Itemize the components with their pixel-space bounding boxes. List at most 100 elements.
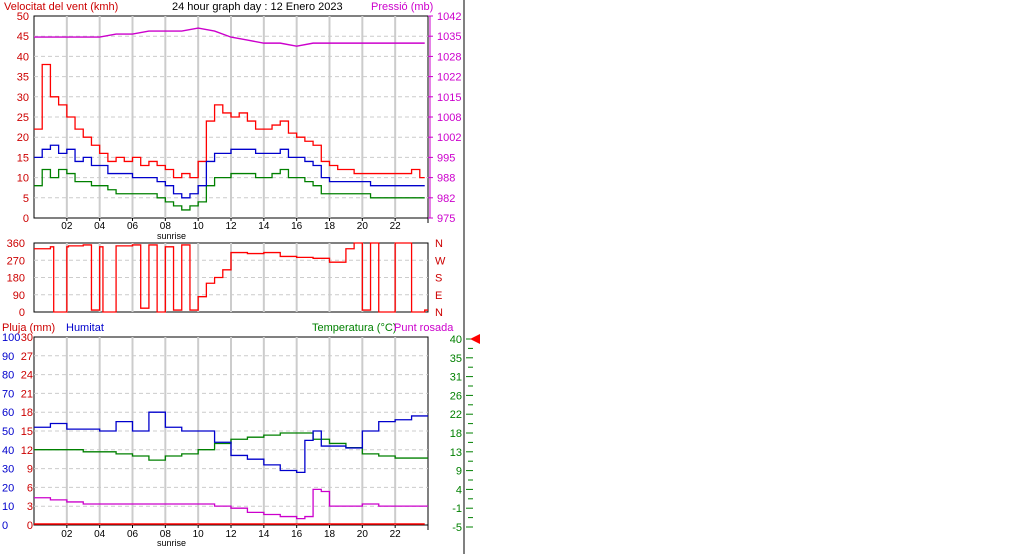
temperature-y-tick: 4 <box>456 484 462 496</box>
temp-x-tick: 22 <box>390 529 402 540</box>
direction-y-tick: 180 <box>7 273 25 285</box>
wind-x-tick: 08 <box>160 221 172 232</box>
wind-y-tick: 10 <box>17 173 29 185</box>
temp-x-tick: 14 <box>258 529 270 540</box>
wind-axis-title: Velocitat del vent (kmh) <box>4 1 118 13</box>
temperature-y-tick: 13 <box>450 447 462 459</box>
pressure-y-tick: 995 <box>437 152 455 164</box>
rain-y-tick: 3 <box>27 501 33 513</box>
temp-x-tick: 18 <box>324 529 336 540</box>
humidity-y-tick: 60 <box>2 407 14 419</box>
temperature-y-tick: 26 <box>450 390 462 402</box>
temperature-y-tick: 40 <box>450 334 462 346</box>
rain-y-tick: 18 <box>21 407 33 419</box>
pressure-y-tick: 1028 <box>437 51 461 63</box>
direction-y-tick: 270 <box>7 255 25 267</box>
temp-x-tick: 06 <box>127 529 139 540</box>
wind-x-tick: 14 <box>258 221 270 232</box>
humidity-y-tick: 70 <box>2 388 14 400</box>
wind-y-tick: 35 <box>17 72 29 84</box>
rain-y-tick: 21 <box>21 388 33 400</box>
humidity-y-tick: 0 <box>2 520 8 532</box>
wind-y-tick: 0 <box>23 213 29 225</box>
temp-x-tick: 10 <box>193 529 205 540</box>
rain-y-tick: 6 <box>27 482 33 494</box>
temperature-axis-title: Temperatura (°C) <box>312 322 396 334</box>
humidity-y-tick: 30 <box>2 464 14 476</box>
wind-x-tick: 04 <box>94 221 106 232</box>
temperature-series <box>34 432 428 461</box>
current-temperature-marker <box>470 334 480 344</box>
temp-x-tick: 04 <box>94 529 106 540</box>
pressure-y-tick: 1042 <box>437 11 461 23</box>
sunrise-label-bottom: sunrise <box>157 538 186 548</box>
rain-y-tick: 9 <box>27 464 33 476</box>
rain-y-tick: 0 <box>27 520 33 532</box>
humidity-y-tick: 80 <box>2 370 14 382</box>
wind-x-tick: 02 <box>61 221 73 232</box>
humidity-y-tick: 40 <box>2 445 14 457</box>
direction-y-tick: 0 <box>19 307 25 319</box>
wind-y-tick: 20 <box>17 132 29 144</box>
wind-panel: 02 04 06 08 10 12 14 16 18 20 22051015202530354045… <box>17 11 462 232</box>
wind-x-tick: 12 <box>225 221 237 232</box>
direction-series <box>34 242 428 313</box>
direction-compass-label: E <box>435 290 442 302</box>
humidity-y-tick: 50 <box>2 426 14 438</box>
humidity-series <box>34 411 428 474</box>
wind-y-tick: 50 <box>17 11 29 23</box>
wind-x-tick: 20 <box>357 221 369 232</box>
dewpoint-series <box>34 488 428 520</box>
wind-avg-series <box>34 144 425 199</box>
pressure-y-tick: 1035 <box>437 31 461 43</box>
wind-y-tick: 25 <box>17 112 29 124</box>
pressure-y-tick: 1022 <box>437 72 461 84</box>
humidity-axis-title: Humitat <box>66 322 104 334</box>
wind-y-tick: 5 <box>23 193 29 205</box>
rain-y-tick: 30 <box>21 332 33 344</box>
pressure-y-tick: 975 <box>437 213 455 225</box>
humidity-y-tick: 10 <box>2 501 14 513</box>
direction-y-tick: 360 <box>7 238 25 250</box>
temp-x-tick: 12 <box>225 529 237 540</box>
rain-y-tick: 27 <box>21 351 33 363</box>
pressure-y-tick: 1008 <box>437 112 461 124</box>
temperature-y-tick: 18 <box>450 428 462 440</box>
pressure-y-tick: 988 <box>437 173 455 185</box>
rain-axis-title: Pluja (mm) <box>2 322 55 334</box>
wind-y-tick: 45 <box>17 31 29 43</box>
pressure-axis-title: Pressió (mb) <box>371 1 433 13</box>
chart-title: 24 hour graph day : 12 Enero 2023 <box>172 1 343 13</box>
pressure-series <box>34 27 425 47</box>
temperature-panel: 02 04 06 08 10 12 14 16 18 20 22010203040506070809… <box>2 332 473 540</box>
temperature-y-tick: -5 <box>452 522 462 534</box>
wind-x-tick: 06 <box>127 221 139 232</box>
wind-x-tick: 16 <box>291 221 303 232</box>
temp-x-tick: 16 <box>291 529 303 540</box>
temperature-y-tick: 22 <box>450 409 462 421</box>
humidity-y-tick: 100 <box>2 332 20 344</box>
wind-x-tick: 10 <box>193 221 205 232</box>
humidity-y-tick: 20 <box>2 482 14 494</box>
pressure-y-tick: 1002 <box>437 132 461 144</box>
direction-compass-label: S <box>435 273 442 285</box>
direction-compass-label: N <box>435 238 443 250</box>
sunrise-label-top: sunrise <box>157 231 186 241</box>
temperature-y-tick: -1 <box>452 503 462 515</box>
temperature-y-tick: 9 <box>456 466 462 478</box>
temp-x-tick: 02 <box>61 529 73 540</box>
wind-gust-series <box>34 63 425 179</box>
humidity-y-tick: 90 <box>2 351 14 363</box>
direction-compass-label: W <box>435 255 446 267</box>
pressure-y-tick: 982 <box>437 193 455 205</box>
rain-y-tick: 24 <box>21 370 33 382</box>
temp-x-tick: 20 <box>357 529 369 540</box>
rain-y-tick: 15 <box>21 426 33 438</box>
rain-y-tick: 12 <box>21 445 33 457</box>
temperature-y-tick: 35 <box>450 353 462 365</box>
wind-y-tick: 15 <box>17 152 29 164</box>
direction-compass-label: N <box>435 307 443 319</box>
